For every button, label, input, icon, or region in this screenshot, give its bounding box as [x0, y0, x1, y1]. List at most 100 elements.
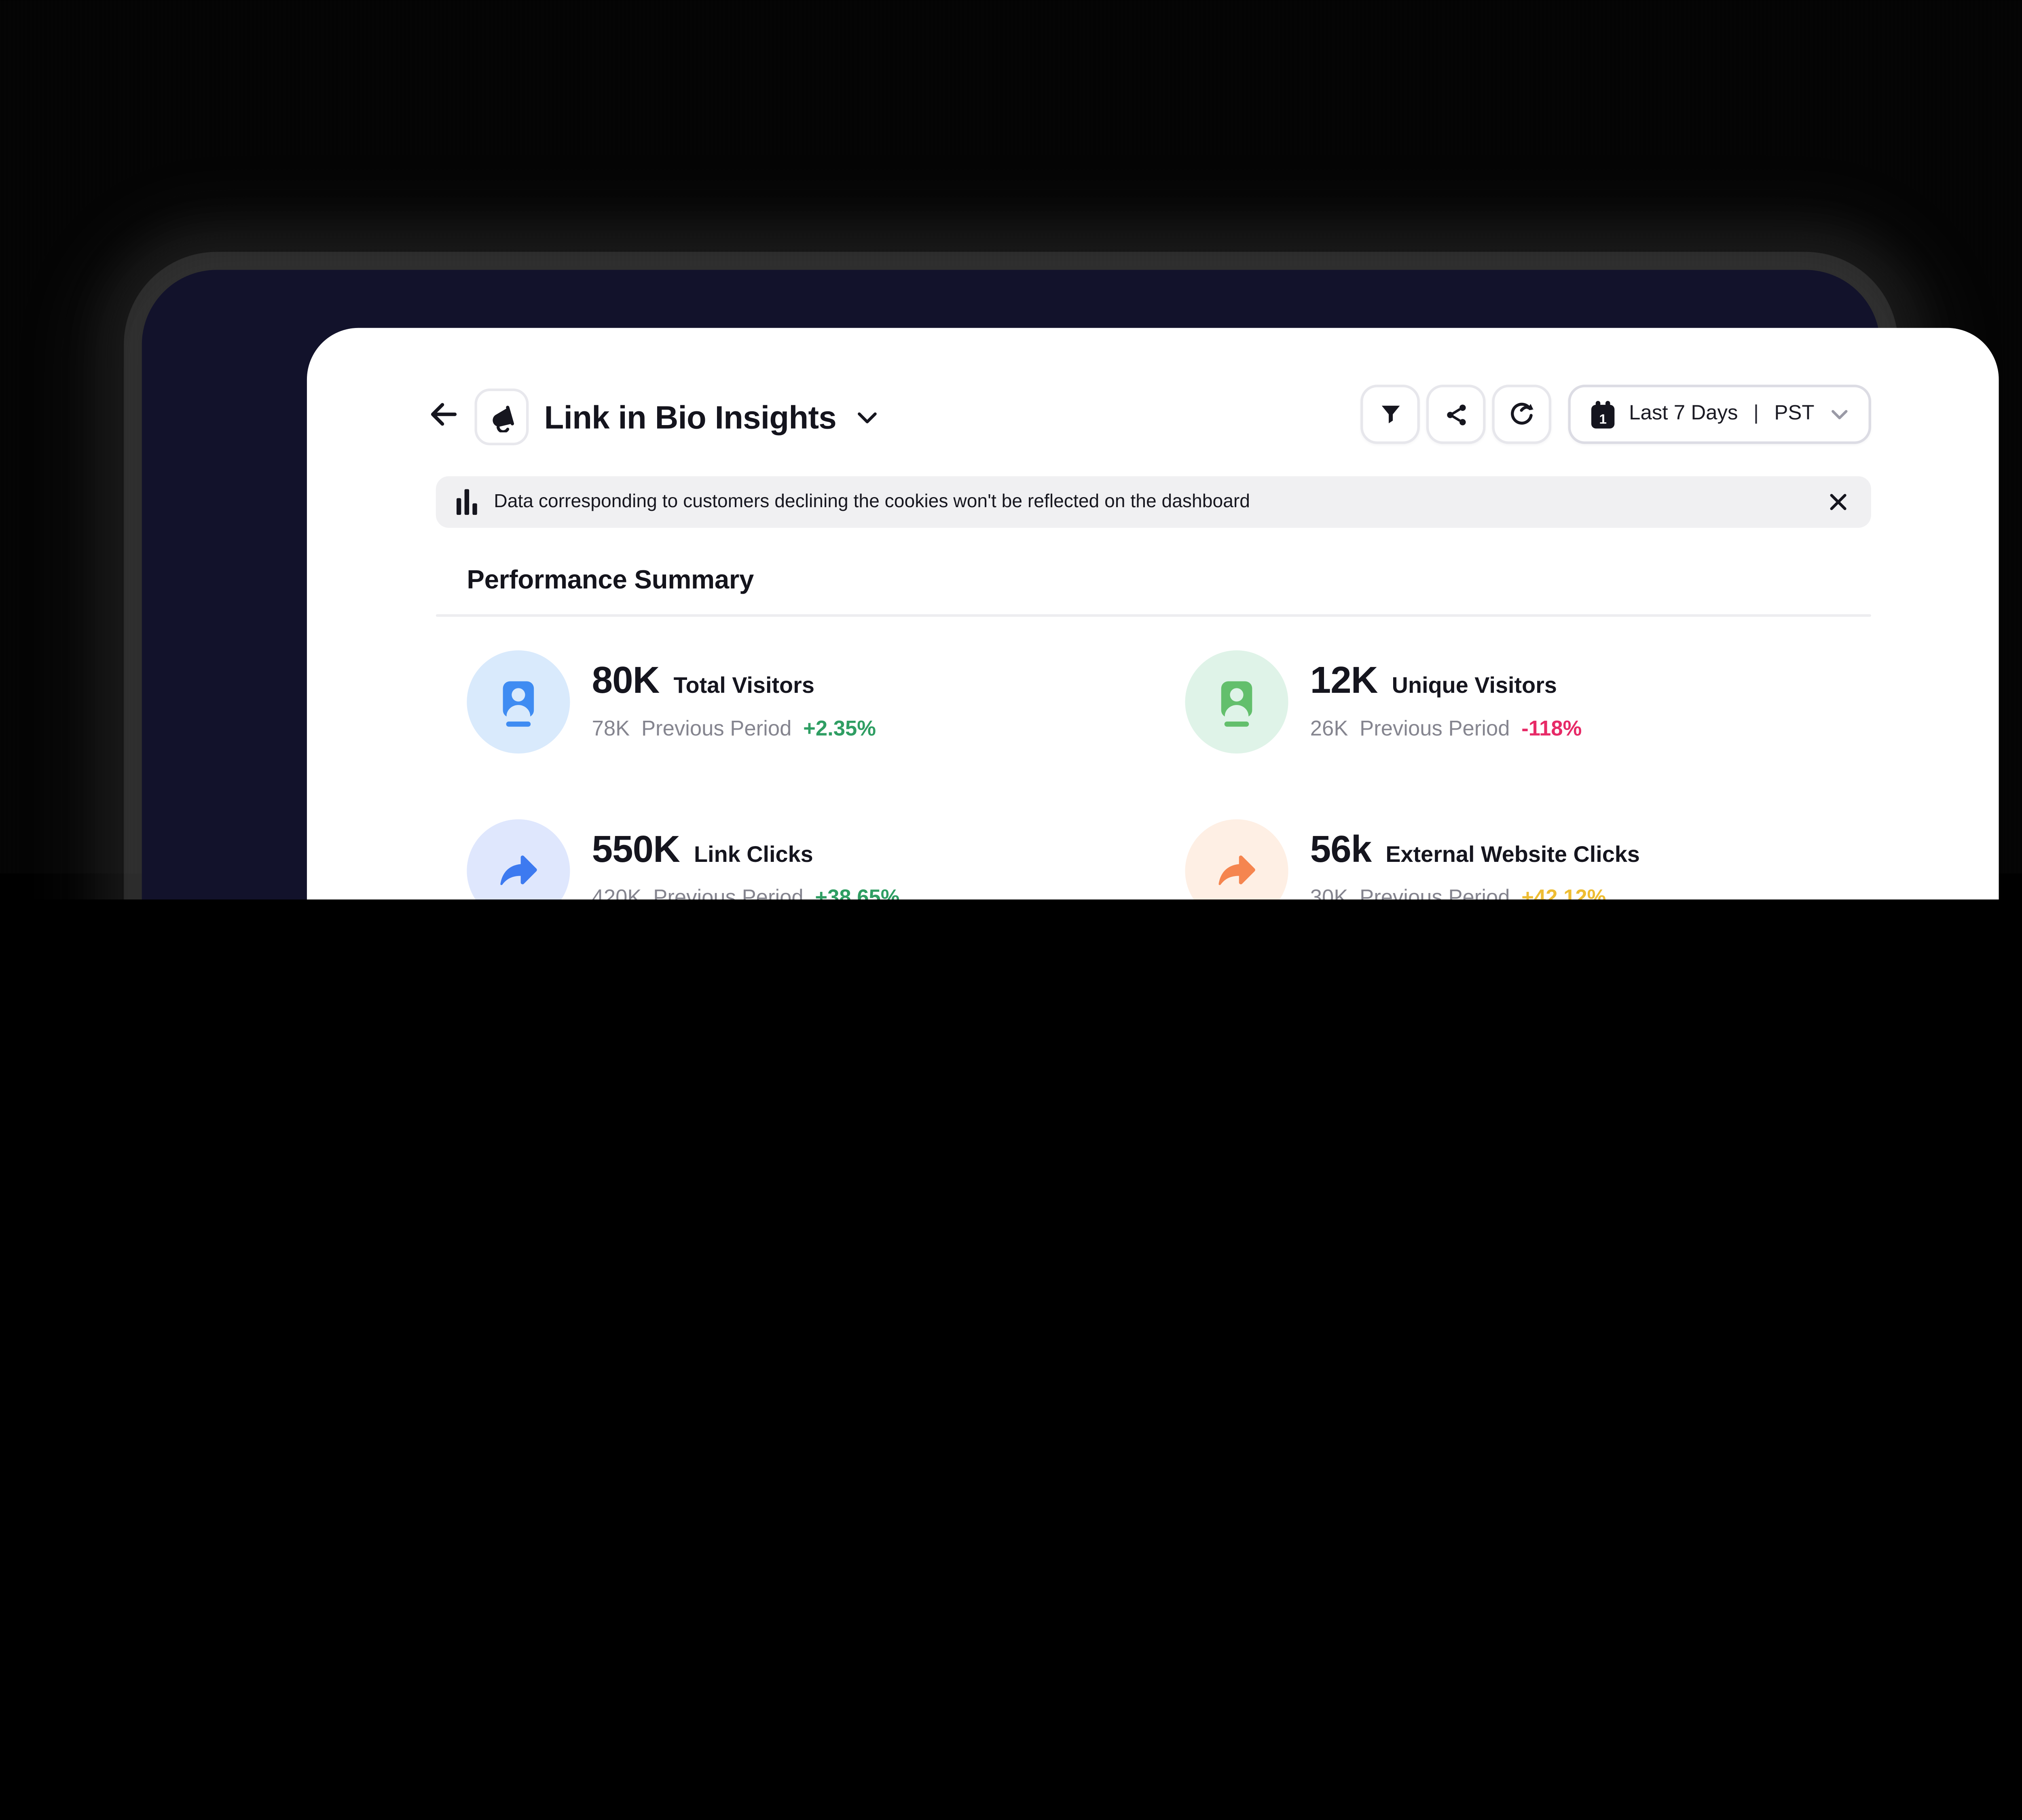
- calendar-icon: 1: [1591, 399, 1616, 429]
- stat-label: Link Clicks: [694, 841, 813, 868]
- stat-main: 550K Link Clicks: [592, 830, 813, 872]
- donut-center: 124K Total Views +3.1%: [1277, 1178, 1488, 1389]
- stat-sub: 78K Previous Period +2.35%: [592, 717, 876, 742]
- refresh-icon: [1508, 400, 1536, 428]
- legend-delta: -2%: [1726, 1295, 1761, 1318]
- legend-label: US -34K: [899, 1294, 981, 1319]
- chart-legend: India - 62K +20% UK - 33K +10% US -34K -…: [861, 1180, 1070, 1379]
- legend-swatch: [1595, 1187, 1617, 1209]
- date-range-label: Last 7 Days: [1629, 402, 1738, 425]
- legend-delta: +10%: [1733, 1241, 1785, 1264]
- legend-item-us: US -34K -2%: [861, 1289, 1070, 1325]
- donut-chart: 124K Total Views +3.1%: [1211, 1112, 1554, 1455]
- legend-item-africa: Africa - 13K -2%: [1595, 1343, 1804, 1379]
- stat-delta: -118%: [1521, 717, 1582, 742]
- legend-label: US -34K: [1633, 1294, 1714, 1319]
- legend-delta: +20%: [1018, 1187, 1070, 1210]
- legend-item-uk: UK - 33K +10%: [1595, 1234, 1804, 1270]
- legend-swatch: [1595, 1295, 1617, 1317]
- stat-previous-label: Previous Period: [653, 886, 803, 911]
- stat-value: 56k: [1310, 830, 1371, 872]
- stat-value: 550K: [592, 830, 680, 872]
- stat-previous-label: Previous Period: [1360, 886, 1510, 911]
- date-range-picker[interactable]: 1 Last 7 Days | PST: [1568, 385, 1871, 444]
- stat-sub: 420K Previous Period +38.65%: [592, 886, 900, 911]
- stat-previous-value: 26K: [1310, 717, 1348, 742]
- stat-main: 56k External Website Clicks: [1310, 830, 1640, 872]
- donut-chart: 124K Total Views +3.1%: [477, 1112, 820, 1455]
- stat-main: 12K Unique Visitors: [1310, 660, 1557, 703]
- stat-previous-value: 420K: [592, 886, 642, 911]
- donut-total-value: 124K: [1331, 1226, 1434, 1276]
- stat-delta: +38.65%: [815, 886, 899, 911]
- legend-item-africa: Africa - 13K -2%: [861, 1343, 1070, 1379]
- stat-unique-visitors: 12K Unique Visitors 26K Previous Period …: [1185, 650, 1855, 761]
- stat-previous-label: Previous Period: [1360, 717, 1510, 742]
- page-background: Link in Bio Insights: [0, 233, 2022, 1586]
- legend-item-uk: UK - 33K +10%: [861, 1234, 1070, 1270]
- timezone-label: PST: [1774, 402, 1814, 425]
- stat-icon-circle: [1185, 819, 1288, 922]
- dashboard-window: Link in Bio Insights: [307, 328, 1999, 1553]
- chart-title: Post Link Clicks by Country: [472, 1013, 794, 1041]
- chart-legend: India - 62K +20% UK - 33K +10% US -34K -…: [1595, 1180, 1804, 1379]
- stat-sub: 26K Previous Period -118%: [1310, 717, 1582, 742]
- donut-total-delta: +3.1%: [617, 1315, 680, 1341]
- legend-delta: -2%: [1029, 1349, 1064, 1372]
- cookies-notice-banner: Data corresponding to customers declinin…: [436, 476, 1871, 528]
- megaphone-button[interactable]: [474, 388, 529, 445]
- donut-total-label: Total Views: [592, 1283, 705, 1310]
- donut-total-label: Total Views: [1326, 1283, 1439, 1310]
- legend-swatch: [861, 1242, 883, 1263]
- page-title: Link in Bio Insights: [544, 399, 836, 436]
- chevron-down-icon: [1830, 407, 1849, 421]
- legend-delta: -2%: [992, 1295, 1028, 1318]
- legend-swatch: [1595, 1242, 1617, 1263]
- share-icon: [1442, 400, 1470, 427]
- title-dropdown[interactable]: Link in Bio Insights: [544, 389, 879, 446]
- donut-total-delta: +3.1%: [1351, 1315, 1414, 1341]
- stat-icon-circle: [467, 650, 570, 753]
- donut-center: 124K Total Views +3.1%: [543, 1178, 754, 1389]
- legend-delta: -2%: [1762, 1349, 1798, 1372]
- close-icon: [1827, 491, 1849, 513]
- section-heading: Performance Summary: [467, 565, 754, 596]
- date-separator: |: [1753, 402, 1759, 425]
- banner-close-button[interactable]: [1822, 486, 1855, 518]
- filter-icon: [1377, 400, 1404, 427]
- stat-sub: 30K Previous Period +42.12%: [1310, 886, 1606, 911]
- share-arrow-icon: [1214, 847, 1260, 894]
- legend-item-india: India - 62K +20%: [1595, 1180, 1804, 1216]
- stat-previous-value: 78K: [592, 717, 630, 742]
- megaphone-icon: [487, 402, 516, 432]
- chart-title: Visitors by Country: [1206, 1013, 1429, 1041]
- bar-chart-icon: [457, 489, 477, 515]
- share-button[interactable]: [1427, 385, 1486, 444]
- legend-delta: +10%: [999, 1241, 1051, 1264]
- stat-value: 12K: [1310, 660, 1378, 703]
- stat-previous-label: Previous Period: [641, 717, 791, 742]
- legend-label: UK - 33K: [899, 1240, 988, 1265]
- legend-label: India - 62K: [899, 1186, 1007, 1211]
- back-button[interactable]: [425, 396, 461, 432]
- stat-label: Unique Visitors: [1392, 672, 1557, 699]
- stat-value: 80K: [592, 660, 660, 703]
- legend-item-us: US -34K -2%: [1595, 1289, 1804, 1325]
- chevron-down-icon: [854, 409, 879, 427]
- legend-item-india: India - 62K +20%: [861, 1180, 1070, 1216]
- legend-swatch: [861, 1295, 883, 1317]
- card-divider: [438, 1060, 1126, 1062]
- stat-previous-value: 30K: [1310, 886, 1348, 911]
- filter-button[interactable]: [1361, 385, 1420, 444]
- svg-text:1: 1: [1599, 411, 1607, 426]
- legend-swatch: [861, 1187, 883, 1209]
- chart-card-post-link-clicks: Post Link Clicks by Country 124K Total V…: [436, 988, 1128, 1501]
- stat-icon-circle: [467, 819, 570, 922]
- banner-message: Data corresponding to customers declinin…: [494, 491, 1250, 512]
- stat-label: External Website Clicks: [1385, 841, 1640, 868]
- header-actions: 1 Last 7 Days | PST: [1361, 385, 1871, 444]
- legend-swatch: [1595, 1350, 1617, 1371]
- stat-delta: +42.12%: [1521, 886, 1606, 911]
- refresh-button[interactable]: [1492, 385, 1552, 444]
- legend-swatch: [861, 1350, 883, 1371]
